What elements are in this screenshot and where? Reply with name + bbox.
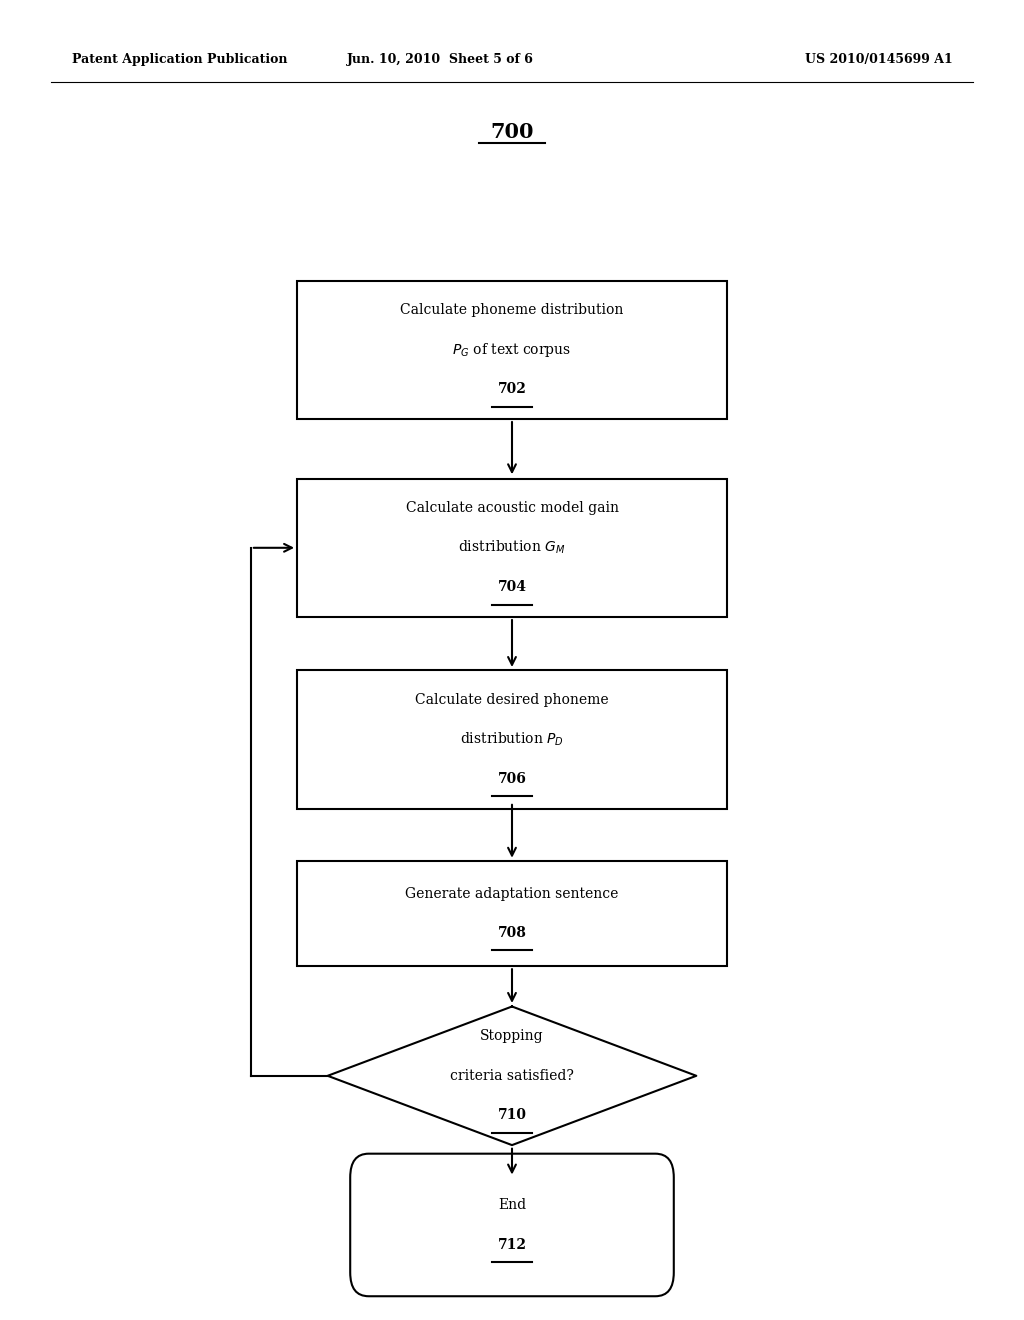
Text: $P_G$ of text corpus: $P_G$ of text corpus [453,341,571,359]
Text: End: End [498,1199,526,1212]
Text: distribution $P_D$: distribution $P_D$ [460,730,564,748]
Text: Calculate phoneme distribution: Calculate phoneme distribution [400,304,624,317]
Text: distribution $G_M$: distribution $G_M$ [458,539,566,557]
Text: 710: 710 [498,1109,526,1122]
Text: 704: 704 [498,581,526,594]
Text: criteria satisfied?: criteria satisfied? [451,1069,573,1082]
Text: 700: 700 [490,121,534,143]
FancyBboxPatch shape [297,281,727,420]
Text: Calculate acoustic model gain: Calculate acoustic model gain [406,502,618,515]
Text: FIG. 7: FIG. 7 [488,1276,536,1290]
Polygon shape [328,1006,696,1144]
Text: Jun. 10, 2010  Sheet 5 of 6: Jun. 10, 2010 Sheet 5 of 6 [347,53,534,66]
Text: Stopping: Stopping [480,1030,544,1043]
FancyBboxPatch shape [350,1154,674,1296]
Text: 712: 712 [498,1238,526,1251]
FancyBboxPatch shape [297,861,727,966]
FancyBboxPatch shape [297,671,727,808]
Text: 706: 706 [498,772,526,785]
FancyBboxPatch shape [297,479,727,618]
Text: US 2010/0145699 A1: US 2010/0145699 A1 [805,53,952,66]
Text: Calculate desired phoneme: Calculate desired phoneme [415,693,609,706]
Text: 708: 708 [498,927,526,940]
Text: 702: 702 [498,383,526,396]
Text: Patent Application Publication: Patent Application Publication [72,53,287,66]
Text: Generate adaptation sentence: Generate adaptation sentence [406,887,618,900]
